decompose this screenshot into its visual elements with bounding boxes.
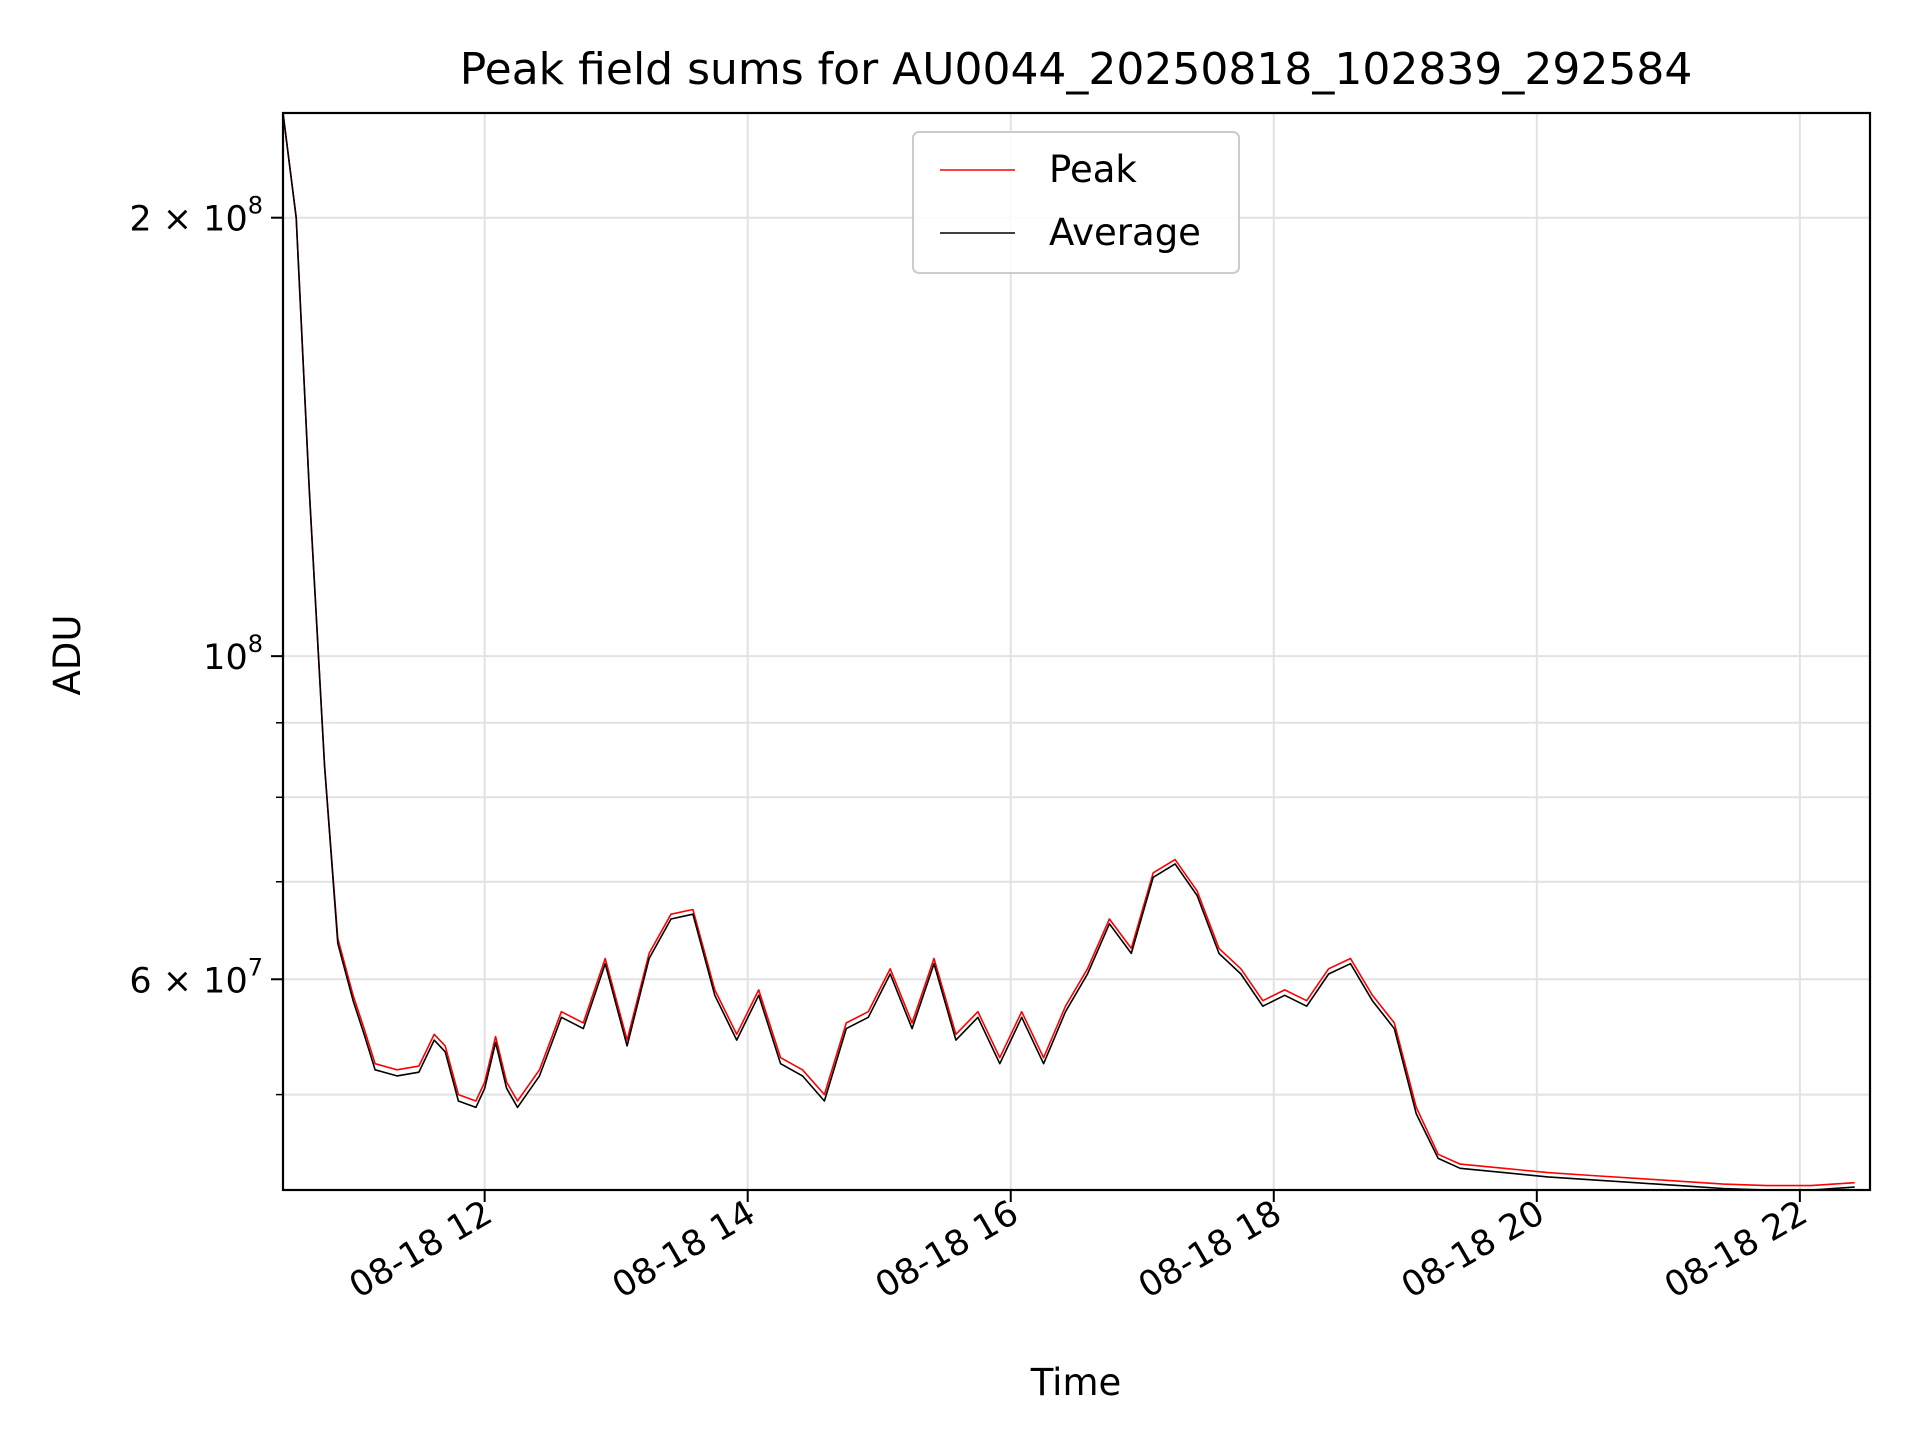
plot-frame — [281, 111, 1872, 1192]
series-line-average — [282, 112, 1855, 1191]
x-axis-label: Time — [1030, 1361, 1122, 1404]
y-axis-label: ADU — [46, 615, 89, 696]
legend-peak-label: Peak — [1049, 148, 1137, 191]
series-layer — [282, 112, 1855, 1191]
y-tick-label: 2 × 108 — [129, 192, 263, 240]
y-tick-label: 6 × 107 — [129, 953, 263, 1001]
chart-title: Peak field sums for AU0044_20250818_1028… — [460, 44, 1693, 95]
legend: Peak Average — [912, 131, 1240, 274]
legend-box — [912, 131, 1240, 274]
grid — [283, 113, 1870, 1190]
series-line-peak — [282, 112, 1855, 1187]
legend-average-label: Average — [1049, 211, 1201, 254]
